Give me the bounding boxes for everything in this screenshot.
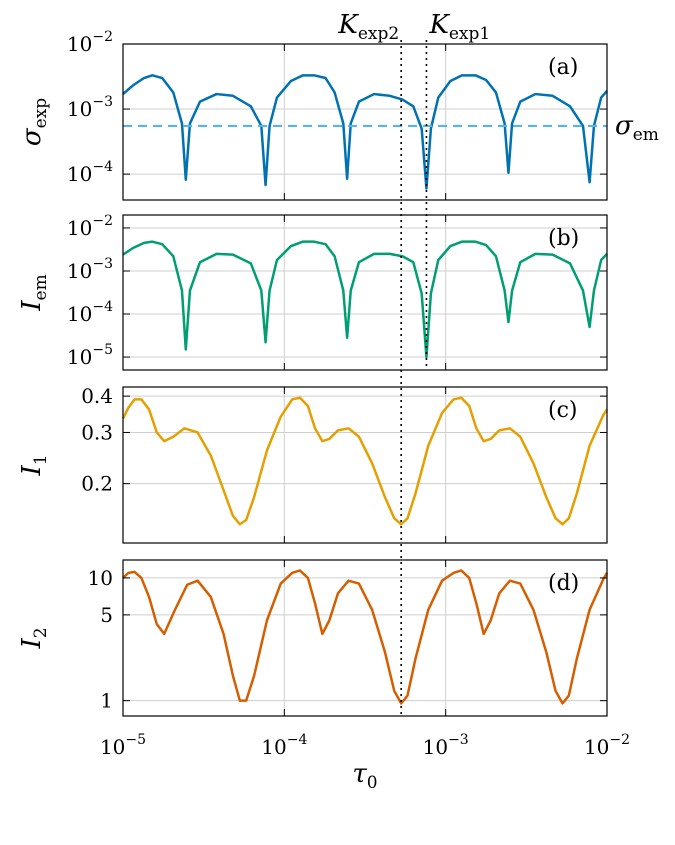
panel-2: 10−5 10−4 10−3 10−2 Iem (b) (17, 213, 608, 371)
y-tick-label: 0.2 (81, 472, 113, 496)
y-axis-label: I1 (17, 454, 51, 476)
panel-label: (a) (548, 55, 578, 80)
panel-3: 0.2 0.3 0.4 I1 (c) (17, 384, 609, 544)
k-exp-label: Kexp2 (337, 10, 399, 44)
x-tick-label: 10−5 (100, 732, 146, 759)
y-tick-label: 10−5 (67, 342, 113, 369)
y-tick-label: 10−2 (67, 29, 113, 56)
sigma-em-label: σem (615, 111, 659, 145)
series-line (122, 569, 609, 705)
panel-1: σem 10−4 10−3 10−2 σexp (a) (17, 29, 659, 201)
panel-4: 1 5 10 I2 (d) (17, 559, 609, 717)
y-tick-label: 0.4 (81, 384, 113, 408)
y-tick-label: 10 (88, 566, 113, 590)
y-axis-label: I2 (17, 627, 51, 649)
series-line (122, 74, 608, 190)
x-tick-label: 10−3 (423, 732, 469, 759)
panel-frame (122, 559, 608, 717)
panel-frame (122, 43, 608, 201)
y-tick-label: 10−4 (67, 299, 113, 326)
series-line (121, 396, 609, 526)
x-tick-label: 10−2 (584, 732, 630, 759)
x-axis-label: τ0 (352, 759, 377, 793)
y-axis-label: σexp (17, 98, 51, 146)
k-exp-label: Kexp1 (428, 10, 490, 44)
y-tick-label: 10−2 (67, 213, 113, 240)
x-tick-label: 10−4 (261, 732, 307, 759)
y-tick-label: 10−3 (67, 94, 113, 121)
series-line (122, 240, 608, 359)
panel-label: (c) (548, 398, 578, 423)
panel-frame (122, 214, 608, 371)
panel-label: (d) (548, 571, 579, 596)
y-tick-label: 1 (100, 689, 113, 713)
panel-label: (b) (548, 226, 579, 251)
y-tick-label: 10−3 (67, 256, 113, 283)
y-tick-label: 10−4 (67, 159, 113, 186)
y-tick-label: 0.3 (81, 420, 113, 444)
panel-frame (122, 386, 608, 544)
y-tick-label: 5 (100, 603, 113, 627)
y-axis-label: Iem (17, 274, 51, 311)
